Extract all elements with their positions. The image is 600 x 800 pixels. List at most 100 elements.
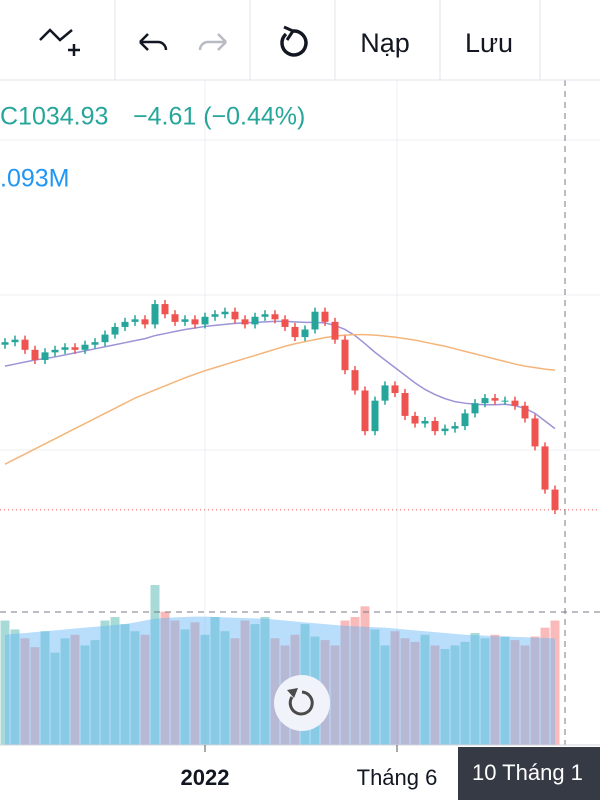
volume-bar [460, 641, 470, 745]
volume-bar [260, 617, 270, 745]
volume-bar [540, 627, 550, 745]
x-label: 2022 [181, 765, 230, 790]
candle-body [271, 314, 279, 320]
volume-bar [440, 649, 450, 745]
candle-body [71, 347, 79, 350]
volume-bar [130, 631, 140, 745]
candle-body [191, 319, 199, 325]
volume-bar [340, 620, 350, 745]
candle-body [11, 339, 19, 343]
candle-body [101, 334, 109, 343]
candle-body [291, 326, 299, 338]
volume-bar [70, 634, 80, 745]
candle-body [41, 352, 49, 360]
candle-body [61, 347, 69, 350]
moving-average [4, 333, 556, 465]
volume-bar [110, 617, 120, 745]
volume-ma-area [5, 616, 555, 745]
volume-bar [250, 624, 260, 745]
volume-bar [210, 617, 220, 745]
volume-bar [380, 645, 390, 745]
candle-body [431, 420, 439, 432]
legend-change: −4.61 (−0.44%) [133, 103, 305, 131]
volume-bar [220, 631, 230, 745]
candle-body [541, 446, 549, 490]
candle-body [181, 319, 189, 322]
candle-body [531, 418, 539, 447]
candle-body [251, 316, 259, 325]
volume-bar [200, 634, 210, 745]
candle-body [161, 304, 169, 315]
candle-body [201, 316, 209, 325]
volume-bar [30, 647, 40, 745]
volume-bar [10, 629, 20, 745]
volume-bar [120, 624, 130, 745]
volume-bar [500, 636, 510, 745]
candle-body [151, 304, 159, 325]
reset-view-button[interactable] [274, 675, 330, 731]
candle-body [121, 321, 129, 327]
candle-body [331, 321, 339, 340]
candle-body [461, 413, 469, 427]
volume-bar [100, 620, 110, 745]
volume-bar [140, 634, 150, 745]
volume-bar [50, 652, 60, 745]
candle-body [511, 400, 519, 406]
volume-bar [190, 622, 200, 745]
volume-bar [0, 620, 10, 745]
legend-volume: .093M [0, 165, 69, 193]
redo-button[interactable] [198, 33, 227, 51]
candle-body [281, 319, 289, 327]
x-label: Tháng 6 [357, 765, 438, 790]
candle-body [481, 398, 489, 404]
volume-bar [150, 585, 160, 745]
volume-bar [80, 645, 90, 745]
volume-bar [170, 620, 180, 745]
candle-body [261, 314, 269, 317]
volume-bar [450, 645, 460, 745]
candle-body [241, 319, 249, 325]
volume-bar [410, 641, 420, 745]
volume-bar [400, 638, 410, 745]
volume-bar [520, 645, 530, 745]
save-button[interactable]: Lưu [465, 28, 513, 58]
candle-body [391, 385, 399, 394]
candle-body [401, 393, 409, 416]
volume-bar [480, 638, 490, 745]
candle-body [171, 314, 179, 322]
volume-bar [230, 638, 240, 745]
candle-body [341, 339, 349, 371]
candle-body [81, 344, 89, 350]
candle-body [51, 349, 59, 353]
candle-body [231, 311, 239, 320]
candle-body [451, 426, 459, 429]
candle-body [21, 339, 29, 350]
volume-bar [60, 638, 70, 745]
volume-bar [360, 606, 370, 745]
candle-body [491, 398, 499, 401]
reload-button[interactable] [280, 25, 308, 57]
candle-body [351, 370, 359, 391]
candle-body [501, 400, 509, 402]
volume-bar [490, 634, 500, 745]
moving-average [4, 320, 556, 430]
candle-body [221, 311, 229, 315]
candle-body [91, 342, 99, 345]
toolbar: Nạp Lưu [0, 0, 600, 81]
candle-body [321, 311, 329, 322]
candle-body [141, 319, 149, 325]
load-button[interactable]: Nạp [360, 28, 410, 58]
undo-button[interactable] [139, 33, 168, 51]
candle-body [131, 319, 139, 322]
candle-body [411, 415, 419, 424]
volume-bar [270, 638, 280, 745]
add-indicator-button[interactable] [39, 28, 80, 56]
candle-body [301, 329, 309, 338]
volume-bar [180, 629, 190, 745]
candle-body [361, 390, 369, 432]
volume-bar [330, 645, 340, 745]
volume-bar [550, 620, 560, 745]
volume-bar [420, 634, 430, 745]
